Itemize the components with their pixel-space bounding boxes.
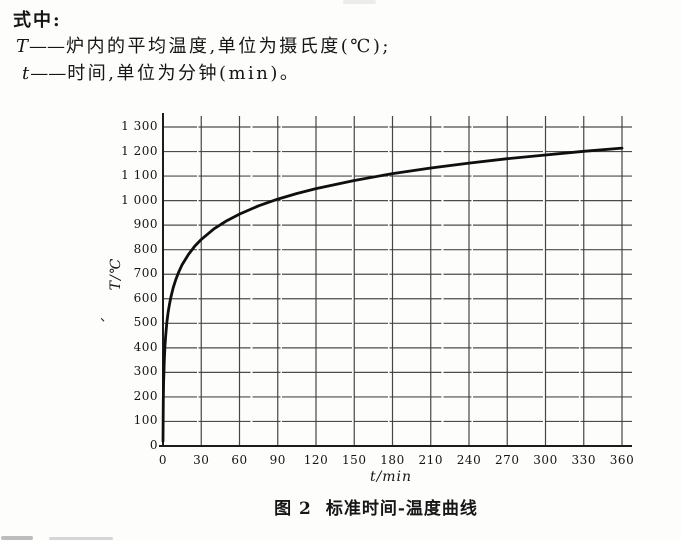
y-tick-label: 1 300 [121, 119, 158, 133]
x-tick-label: 0 [158, 453, 168, 467]
definition-t-text: 时间,单位为分钟(min)。 [67, 63, 301, 84]
x-tick-label: 150 [342, 453, 367, 467]
y-tick-label: 400 [133, 339, 158, 354]
x-tick-label: 270 [495, 453, 520, 467]
figure-title: 标准时间-温度曲线 [325, 499, 478, 519]
definition-dash: —— [29, 36, 66, 57]
scan-artifact [49, 537, 113, 540]
x-tick-label: 330 [571, 453, 596, 467]
scan-artifact [1, 536, 33, 540]
symbol-T: T [16, 36, 29, 57]
stray-comma-mark: 、 [100, 310, 114, 325]
definition-line-t: t——时间,单位为分钟(min)。 [22, 59, 300, 85]
formula-intro: 式中: [13, 10, 62, 31]
y-tick-label: 100 [133, 413, 158, 428]
x-tick-label: 240 [456, 453, 482, 467]
y-tick-label: 0 [149, 438, 158, 452]
x-tick-label: 180 [380, 453, 405, 467]
y-tick-label: 1 100 [121, 168, 158, 183]
x-tick-label: 360 [609, 453, 635, 467]
x-axis-label: t/min [369, 469, 413, 485]
y-axis-label: T/℃ [108, 257, 124, 291]
temperature-curve [161, 146, 624, 443]
y-tick-label: 500 [133, 315, 158, 330]
x-tick-label: 30 [193, 453, 210, 467]
x-tick-label: 120 [303, 453, 329, 467]
x-tick-label: 90 [269, 453, 286, 467]
definition-dash: —— [30, 63, 67, 84]
y-tick-label: 700 [133, 266, 158, 281]
figure-caption: 图 2 标准时间-温度曲线 [238, 494, 514, 519]
y-tick-label: 1 000 [121, 192, 158, 207]
y-tick-label: 900 [133, 217, 158, 232]
figure-number: 图 2 [274, 499, 312, 519]
x-tick-label: 60 [231, 453, 248, 467]
x-tick-label: 210 [418, 453, 443, 467]
scan-artifact [343, 0, 376, 4]
definition-T-text: 炉内的平均温度,单位为摄氏度(℃); [66, 36, 391, 57]
y-tick-label: 200 [133, 388, 158, 403]
y-tick-label: 800 [133, 241, 158, 256]
definition-line-T: T——炉内的平均温度,单位为摄氏度(℃); [16, 32, 391, 58]
y-tick-label: 300 [133, 364, 158, 379]
y-tick-label: 1 200 [121, 143, 158, 158]
x-tick-label: 300 [533, 453, 558, 467]
symbol-t: t [22, 63, 30, 84]
y-tick-label: 600 [133, 290, 158, 305]
